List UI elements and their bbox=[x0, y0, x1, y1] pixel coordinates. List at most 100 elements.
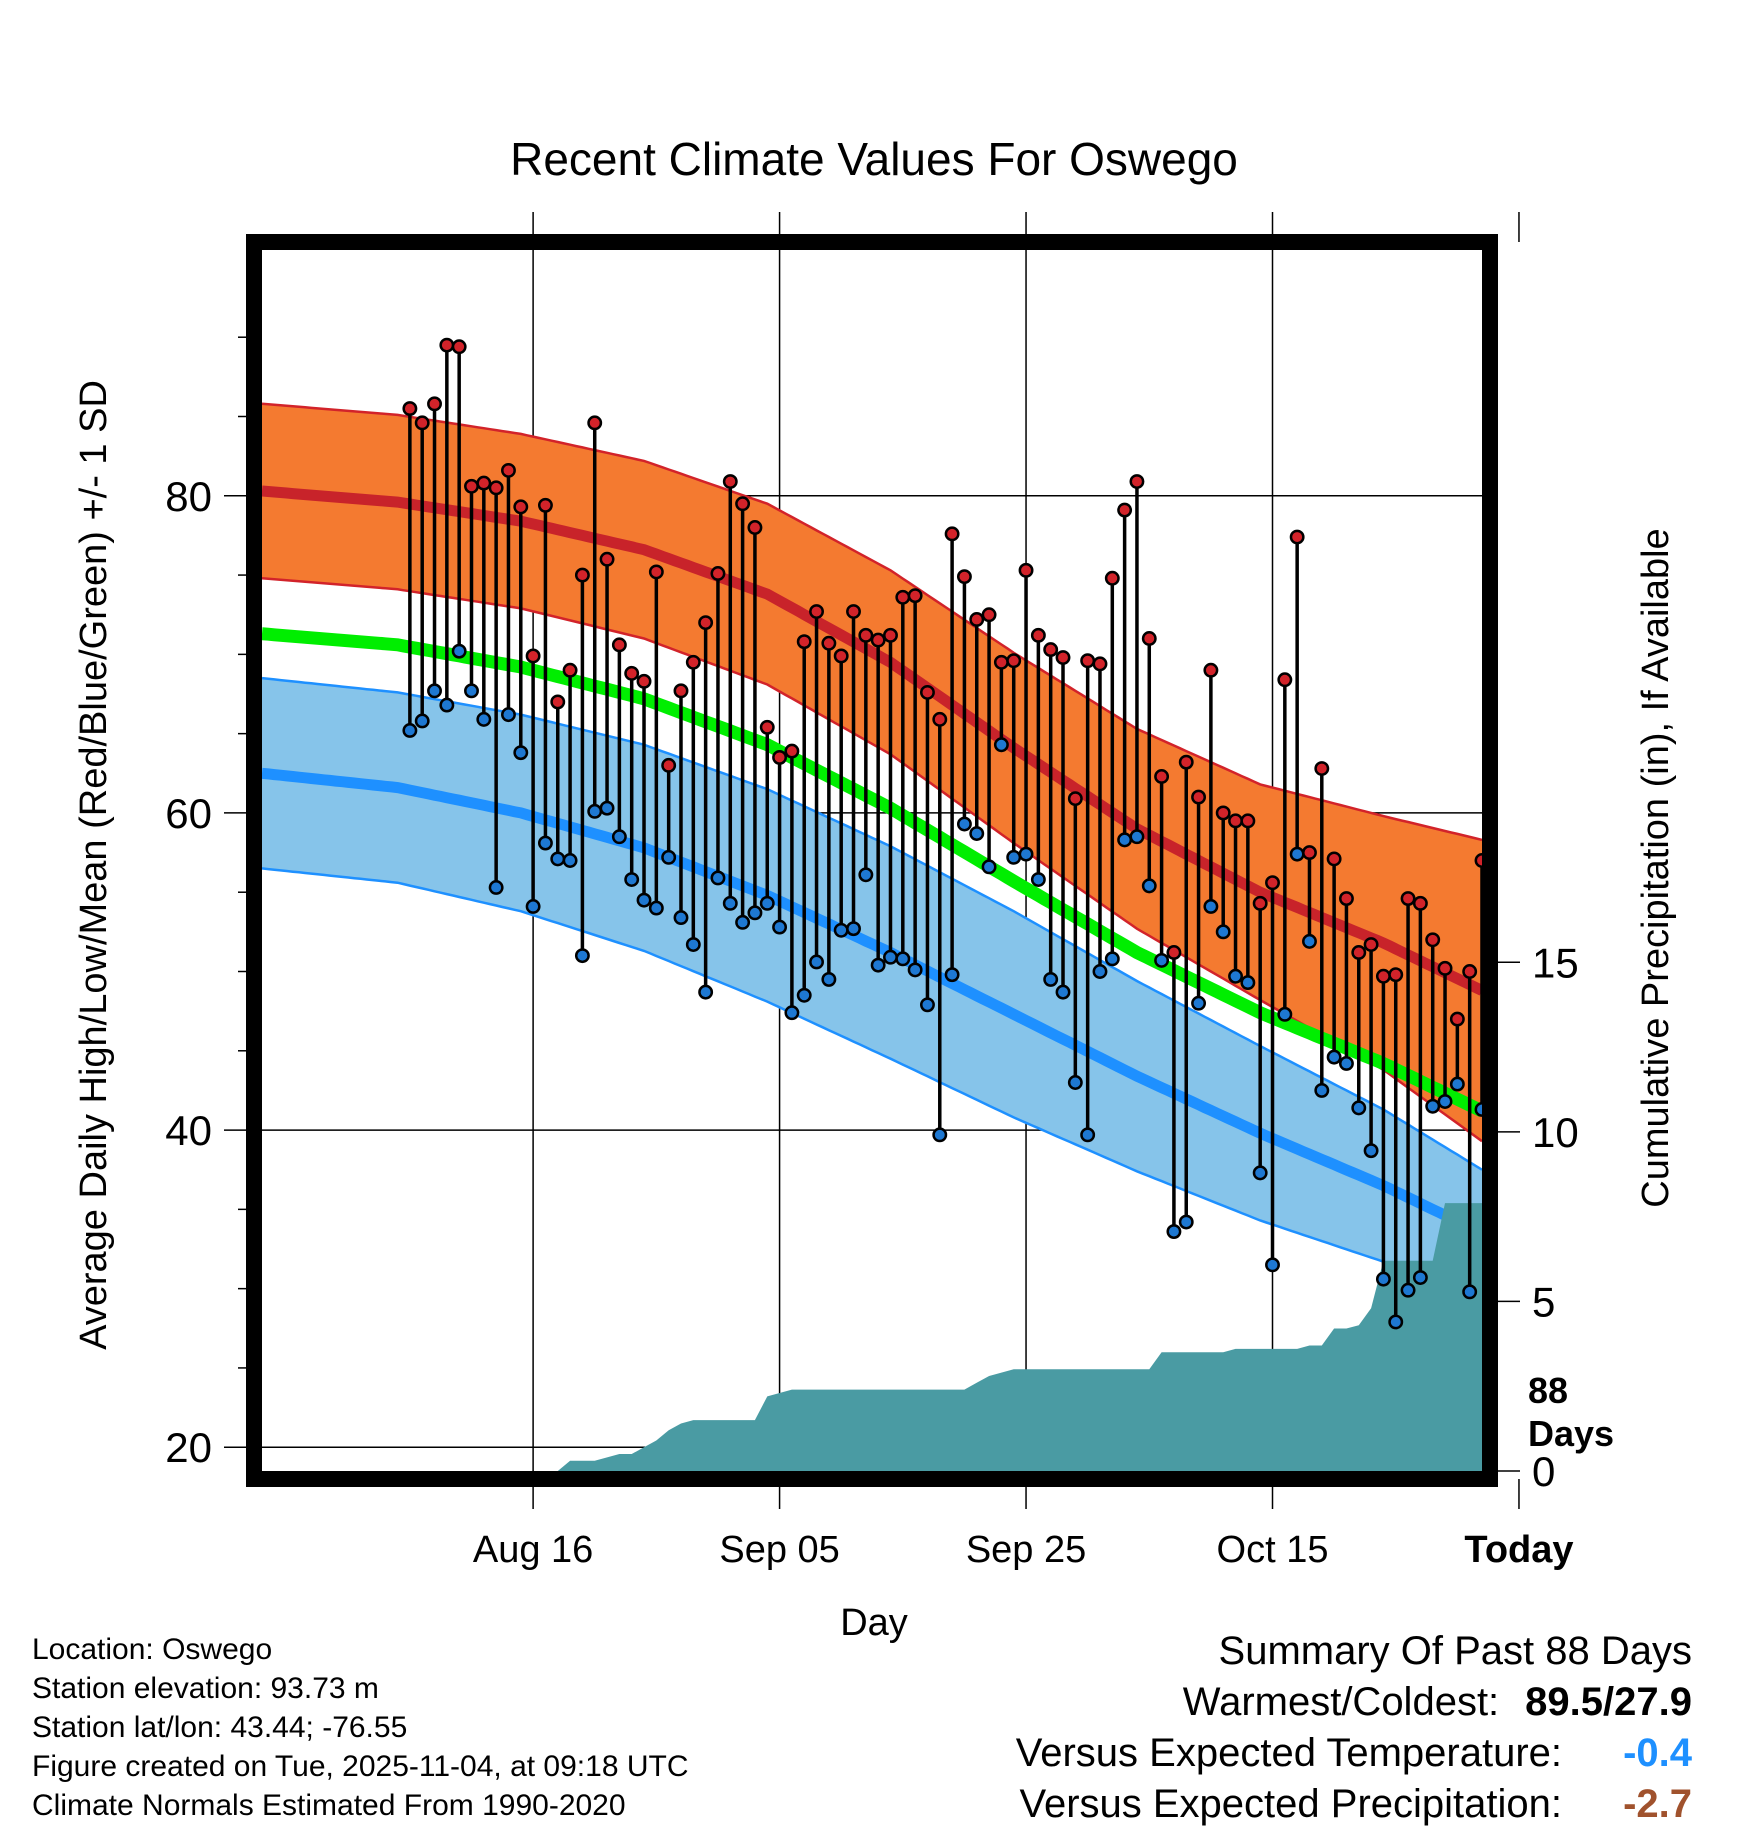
daily-high-point bbox=[993, 654, 1009, 670]
y-right-tick-label: 0 bbox=[1532, 1448, 1555, 1495]
daily-high-point bbox=[673, 683, 689, 699]
low-band-lower-edge bbox=[262, 867, 1482, 1298]
daily-high-point bbox=[944, 526, 960, 542]
daily-high-point bbox=[636, 673, 652, 689]
daily-low-point bbox=[550, 851, 566, 867]
axes: 20 40 60 80 0 5 10 15 Aug 16 Sep 05 Sep 25 Oct 15 To… bbox=[165, 212, 1579, 1571]
daily-low-point bbox=[722, 895, 738, 911]
daily-low-point bbox=[673, 910, 689, 926]
daily-high-point bbox=[759, 719, 775, 735]
daily-low-point bbox=[1314, 1082, 1330, 1098]
daily-high-point bbox=[1277, 672, 1293, 688]
daily-high-point bbox=[883, 627, 898, 643]
daily-low-point bbox=[1388, 1314, 1404, 1330]
daily-low-point bbox=[858, 867, 874, 883]
daily-high-point bbox=[1240, 813, 1256, 829]
daily-low-point bbox=[821, 971, 837, 987]
daily-low-point bbox=[956, 816, 972, 832]
daily-low-point bbox=[1104, 951, 1120, 967]
daily-high-point bbox=[439, 337, 455, 353]
daily-high-point bbox=[1314, 761, 1330, 776]
daily-low-point bbox=[698, 984, 714, 1000]
today-days-count: 88 bbox=[1528, 1370, 1568, 1411]
daily-low-point bbox=[501, 707, 516, 723]
daily-low-point bbox=[1092, 964, 1108, 979]
warmest-value: 89.5/27.9 bbox=[1525, 1680, 1692, 1724]
today-days-word: Days bbox=[1528, 1413, 1614, 1454]
daily-high-point bbox=[464, 478, 479, 494]
daily-low-point bbox=[1006, 849, 1022, 865]
daily-high-point bbox=[550, 694, 566, 710]
daily-low-point bbox=[735, 914, 751, 930]
daily-low-point bbox=[981, 859, 997, 875]
daily-low-point bbox=[1277, 1006, 1293, 1022]
daily-low-point bbox=[1080, 1127, 1096, 1143]
daily-low-point bbox=[1351, 1100, 1367, 1116]
versus-temp-value: -0.4 bbox=[1623, 1731, 1692, 1775]
plot-frame bbox=[246, 234, 1498, 1487]
daily-high-point bbox=[685, 654, 701, 670]
daily-high-point bbox=[1067, 791, 1083, 807]
daily-low-point bbox=[1449, 1076, 1465, 1092]
daily-low-point bbox=[1240, 975, 1256, 991]
daily-high-point bbox=[772, 749, 788, 765]
daily-high-point bbox=[722, 474, 738, 489]
daily-high-point bbox=[1412, 895, 1428, 911]
daily-low-point bbox=[1326, 1049, 1342, 1065]
high-mean-line bbox=[262, 485, 1482, 996]
daily-high-point bbox=[1289, 529, 1305, 545]
daily-low-point bbox=[1302, 933, 1317, 949]
daily-high-point bbox=[402, 401, 418, 417]
daily-high-point bbox=[488, 480, 504, 496]
daily-low-point bbox=[1178, 1214, 1194, 1230]
info-created: Figure created on Tue, 2025-11-04, at 09… bbox=[32, 1750, 689, 1783]
daily-high-point bbox=[574, 567, 590, 583]
daily-high-point bbox=[1043, 642, 1059, 658]
daily-low-point bbox=[1166, 1224, 1182, 1240]
daily-low-point bbox=[1462, 1284, 1478, 1300]
daily-low-point bbox=[1203, 899, 1219, 914]
daily-high-point bbox=[969, 612, 985, 627]
daily-high-point bbox=[1474, 853, 1482, 868]
daily-low-point bbox=[599, 800, 615, 816]
y-tick-label: 60 bbox=[165, 790, 212, 837]
daily-low-point bbox=[1375, 1271, 1391, 1287]
daily-low-point bbox=[488, 880, 504, 895]
versus-precip-label: Versus Expected Precipitation: bbox=[1019, 1782, 1562, 1826]
daily-high-point bbox=[1178, 754, 1194, 770]
daily-high-point bbox=[1363, 937, 1379, 952]
daily-high-point bbox=[1166, 945, 1182, 960]
daily-high-point bbox=[932, 711, 948, 727]
daily-low-point bbox=[969, 826, 985, 841]
daily-low-point bbox=[1215, 924, 1231, 940]
daily-high-point bbox=[981, 607, 997, 623]
info-normals: Climate Normals Estimated From 1990-2020 bbox=[32, 1789, 626, 1822]
daily-high-point bbox=[858, 627, 874, 643]
daily-high-point bbox=[1215, 805, 1231, 821]
info-elevation: Station elevation: 93.73 m bbox=[32, 1672, 379, 1705]
daily-low-point bbox=[1129, 829, 1145, 845]
daily-low-point bbox=[661, 849, 677, 865]
daily-low-point bbox=[846, 921, 861, 937]
daily-low-point bbox=[402, 723, 418, 738]
low-mean-line bbox=[262, 767, 1482, 1239]
daily-low-point bbox=[833, 922, 849, 938]
daily-low-point bbox=[710, 870, 726, 886]
daily-low-point bbox=[624, 872, 640, 887]
daily-low-point bbox=[685, 937, 701, 952]
daily-low-point bbox=[1252, 1165, 1268, 1181]
y-tick-label: 80 bbox=[165, 473, 212, 520]
y-axis-right-label: Cumulative Precipitation (in), If Availa… bbox=[1635, 528, 1677, 1207]
daily-low-point bbox=[611, 829, 627, 845]
low-sd-band bbox=[262, 678, 1482, 1297]
summary-precip-row: Versus Expected Precipitation: -2.7 bbox=[1016, 1779, 1692, 1830]
daily-low-point bbox=[574, 948, 590, 964]
daily-high-point bbox=[1080, 653, 1096, 669]
daily-high-point bbox=[624, 665, 640, 681]
daily-low-point bbox=[427, 683, 442, 699]
daily-low-point bbox=[1067, 1075, 1083, 1090]
x-tick-label: Oct 15 bbox=[1217, 1529, 1329, 1571]
daily-high-point bbox=[1302, 845, 1317, 861]
summary-temp-row: Versus Expected Temperature: -0.4 bbox=[1016, 1728, 1692, 1779]
daily-low-point bbox=[587, 803, 603, 819]
